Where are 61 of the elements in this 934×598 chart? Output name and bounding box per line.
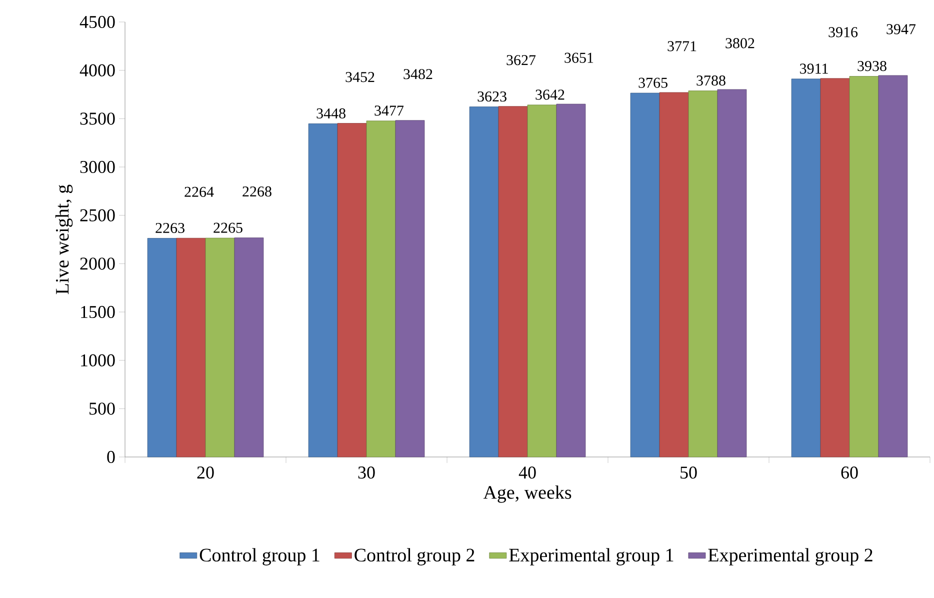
legend-label: Experimental group 1 — [509, 548, 674, 566]
data-label: 3938 — [858, 60, 886, 72]
bar — [469, 106, 499, 458]
data-label: 3642 — [536, 90, 564, 100]
data-label: 3765 — [638, 78, 668, 88]
bar — [527, 104, 557, 458]
data-label: 3627 — [506, 55, 536, 66]
bar — [176, 238, 206, 458]
legend-label: Experimental group 2 — [708, 548, 872, 566]
bar — [849, 76, 879, 458]
y-tick-label: 1000 — [81, 354, 115, 366]
data-label: 2268 — [242, 186, 272, 197]
data-label: 3916 — [828, 27, 858, 38]
bar — [366, 120, 396, 458]
y-tick-label: 3500 — [80, 112, 115, 125]
y-tick-label: 0 — [107, 450, 115, 464]
data-label: 2264 — [184, 186, 214, 197]
bar — [234, 238, 264, 458]
x-tick-label: 20 — [197, 466, 214, 479]
data-label: 3651 — [564, 52, 594, 63]
data-label: 3788 — [696, 75, 726, 86]
legend-label: Control group 1 — [200, 548, 320, 566]
data-label: 3802 — [726, 38, 754, 48]
data-label: 3947 — [886, 24, 916, 34]
data-label: 3482 — [404, 69, 432, 80]
y-tick-label: 4000 — [80, 64, 115, 76]
bar — [556, 104, 586, 458]
data-label: 2265 — [214, 222, 242, 233]
y-tick-label: 2000 — [80, 258, 115, 270]
bar — [630, 92, 660, 458]
y-tick-label: 500 — [90, 402, 115, 415]
data-label: 3911 — [800, 64, 828, 74]
x-tick-label: 30 — [358, 466, 375, 479]
y-tick-label: 1500 — [81, 306, 115, 318]
bar — [717, 89, 747, 458]
bar — [308, 123, 338, 458]
bar — [205, 238, 235, 458]
y-tick-label: 3000 — [80, 160, 115, 174]
x-axis-title: Age, weeks — [483, 485, 572, 503]
bar — [337, 123, 367, 458]
legend-label: Control group 2 — [354, 548, 474, 566]
x-tick-label: 40 — [518, 466, 536, 479]
data-label: 3477 — [374, 106, 404, 116]
bar — [791, 78, 821, 458]
data-label: 3448 — [316, 108, 346, 118]
bar — [688, 90, 718, 458]
data-label: 2263 — [156, 222, 184, 234]
data-label: 3452 — [346, 72, 374, 82]
data-label: 3771 — [668, 41, 696, 52]
bar — [659, 92, 689, 458]
y-tick-label: 2500 — [80, 209, 115, 222]
x-tick-label: 60 — [841, 466, 858, 479]
bar — [147, 238, 177, 458]
x-tick-label: 50 — [680, 466, 697, 479]
bar — [498, 106, 528, 458]
data-label: 3623 — [478, 91, 506, 102]
bar — [878, 75, 908, 458]
bar — [395, 120, 425, 458]
y-axis-title: Live weight, g — [55, 184, 73, 294]
bar — [820, 78, 850, 458]
y-tick-label: 4500 — [80, 16, 115, 28]
